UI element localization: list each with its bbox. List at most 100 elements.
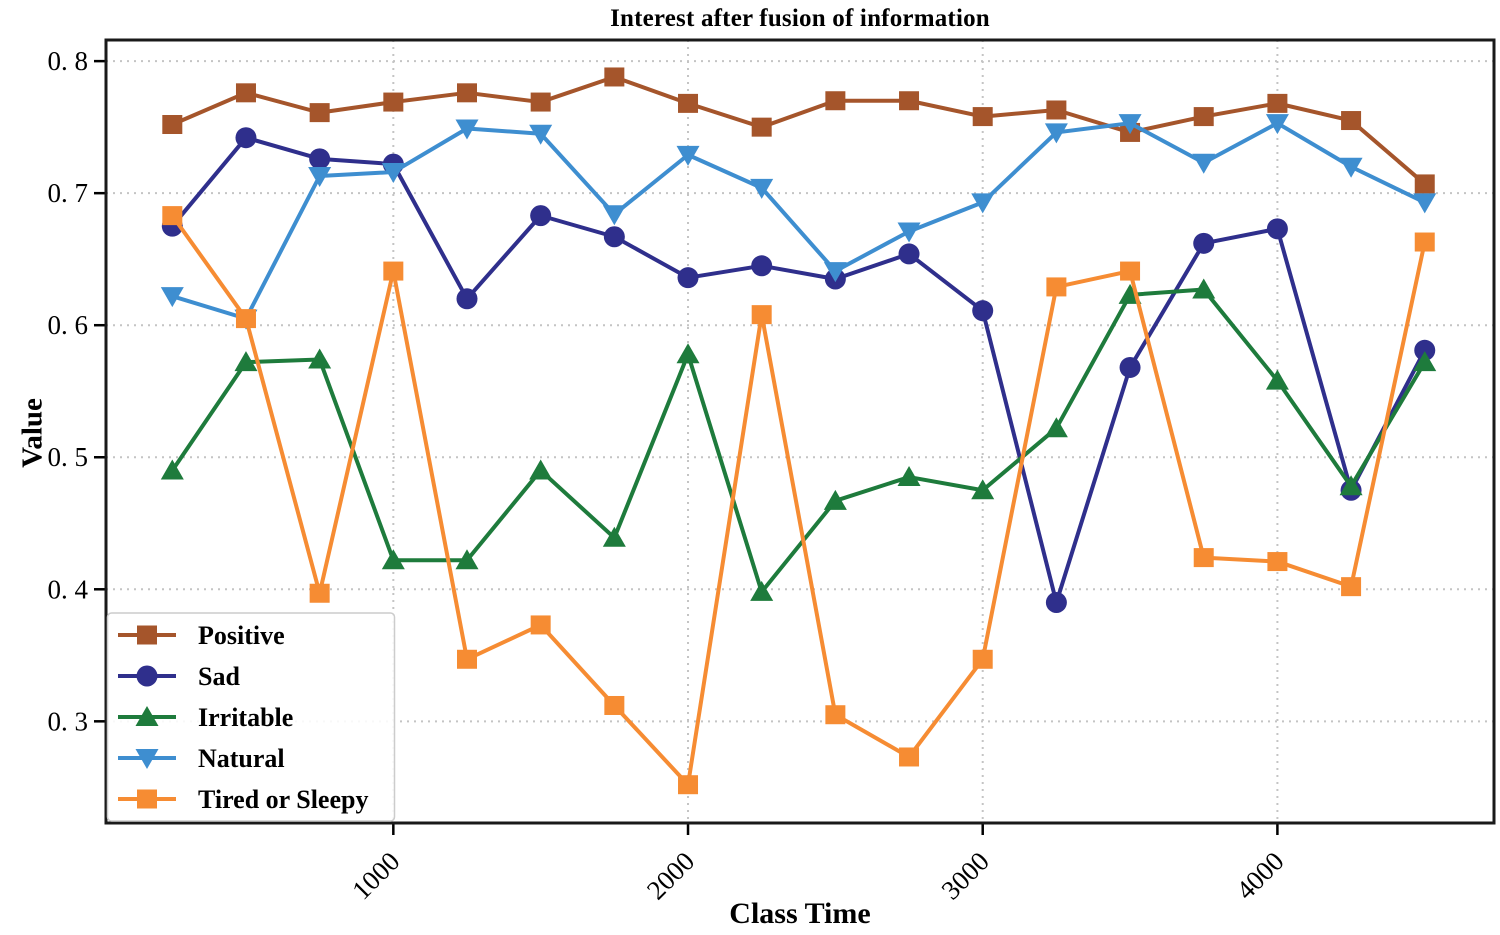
natural-point-1750	[602, 205, 626, 226]
irritable-point-750	[308, 348, 332, 369]
natural-point-2000	[676, 145, 700, 166]
positive-point-2500	[825, 91, 846, 111]
natural-point-3250	[1044, 123, 1068, 144]
irritable-point-250	[160, 459, 184, 480]
legend-marker-natural	[135, 749, 159, 769]
series-natural	[160, 114, 1437, 330]
natural-point-3750	[1192, 153, 1216, 174]
series-positive	[162, 67, 1435, 194]
tired-or-sleepy-point-250	[162, 206, 183, 226]
irritable-point-3250	[1044, 417, 1068, 438]
y-tick-label-0.6: 0. 6	[48, 310, 89, 340]
positive-point-2250	[751, 117, 772, 137]
irritable-point-3750	[1192, 278, 1216, 299]
natural-point-750	[308, 167, 332, 188]
tired-or-sleepy-point-4500	[1414, 232, 1435, 252]
tired-or-sleepy-point-2000	[678, 775, 699, 795]
legend-label: Natural	[198, 744, 285, 773]
series-irritable-line	[170, 287, 1427, 594]
tired-or-sleepy-point-3750	[1193, 548, 1214, 568]
x-axis-label: Class Time	[729, 897, 871, 930]
positive-point-2000	[678, 93, 699, 113]
irritable-point-500	[234, 351, 258, 372]
positive-point-4250	[1341, 111, 1362, 131]
series-natural-line	[171, 121, 1426, 321]
tired-or-sleepy-point-3000	[972, 649, 993, 669]
series-positive-line	[171, 74, 1427, 186]
tired-or-sleepy-point-3500	[1120, 261, 1141, 281]
positive-point-1250	[456, 83, 477, 103]
sad-point-2250	[751, 255, 773, 277]
tired-or-sleepy-point-1250	[456, 649, 477, 669]
sad-point-4000	[1266, 218, 1288, 240]
legend-item-positive: Positive	[118, 621, 285, 650]
legend-label: Positive	[198, 621, 285, 650]
tired-or-sleepy-point-4250	[1341, 577, 1362, 597]
irritable-point-1250	[455, 549, 479, 570]
natural-point-1000	[381, 163, 405, 184]
y-tick-label-0.5: 0. 5	[48, 442, 89, 472]
positive-point-1750	[604, 67, 625, 87]
legend-label: Sad	[198, 662, 240, 691]
tired-or-sleepy-point-2250	[751, 305, 772, 325]
legend-marker-tired-or-sleepy	[137, 789, 157, 809]
sad-point-1500	[530, 205, 552, 227]
legend-item-natural: Natural	[118, 744, 285, 773]
y-axis-label: Value	[16, 398, 49, 468]
irritable-point-1000	[381, 549, 405, 570]
sad-point-2000	[677, 267, 699, 289]
y-tick-label-0.4: 0. 4	[48, 574, 89, 604]
positive-point-4500	[1414, 174, 1435, 194]
series-irritable	[160, 278, 1437, 601]
natural-point-2250	[750, 178, 774, 199]
legend-label: Tired or Sleepy	[198, 785, 368, 814]
tired-or-sleepy-point-1000	[383, 261, 404, 281]
legend-marker-sad	[136, 665, 158, 687]
irritable-point-4000	[1265, 369, 1289, 390]
series-tired-or-sleepy-line	[170, 214, 1427, 787]
irritable-point-2250	[750, 580, 774, 601]
y-tick-label-0.8: 0. 8	[48, 46, 89, 76]
natural-point-1250	[455, 119, 479, 140]
legend-marker-irritable	[135, 706, 159, 726]
irritable-point-2750	[897, 466, 921, 487]
tired-or-sleepy-point-3250	[1046, 277, 1067, 297]
positive-point-500	[235, 83, 256, 103]
positive-point-3000	[972, 107, 993, 127]
sad-point-500	[235, 127, 257, 149]
positive-point-4000	[1267, 93, 1288, 113]
irritable-point-3000	[971, 479, 995, 500]
chart-title: Interest after fusion of information	[610, 5, 990, 32]
tired-or-sleepy-point-1750	[604, 695, 625, 715]
irritable-point-1750	[602, 526, 626, 547]
sad-point-3500	[1119, 356, 1141, 378]
natural-point-1500	[529, 124, 553, 145]
natural-point-4250	[1339, 157, 1363, 178]
y-tick-label-0.7: 0. 7	[48, 178, 89, 208]
natural-point-2500	[823, 262, 847, 283]
positive-point-3250	[1046, 100, 1067, 120]
legend-label: Irritable	[198, 703, 293, 732]
natural-point-4000	[1265, 114, 1289, 135]
plot-frame	[104, 38, 1496, 825]
tired-or-sleepy-point-500	[235, 309, 256, 329]
series-sad	[161, 127, 1436, 613]
irritable-point-4250	[1339, 475, 1363, 496]
sad-point-4500	[1414, 339, 1436, 361]
tired-or-sleepy-point-4000	[1267, 552, 1288, 572]
irritable-point-2500	[823, 489, 847, 510]
positive-point-750	[309, 103, 330, 123]
sad-point-2750	[898, 243, 920, 265]
tired-or-sleepy-point-1500	[530, 615, 551, 635]
positive-point-2750	[899, 91, 920, 111]
series-tired-or-sleepy	[162, 206, 1435, 795]
sad-point-3750	[1193, 232, 1215, 254]
legend-box	[106, 612, 396, 822]
legend-item-sad: Sad	[118, 662, 240, 691]
legend: Positive Sad Irritable Natural Tired or Slee…	[106, 612, 396, 822]
tired-or-sleepy-point-2500	[825, 705, 846, 725]
y-tick-label-0.3: 0. 3	[48, 706, 89, 736]
natural-point-3000	[971, 193, 995, 214]
